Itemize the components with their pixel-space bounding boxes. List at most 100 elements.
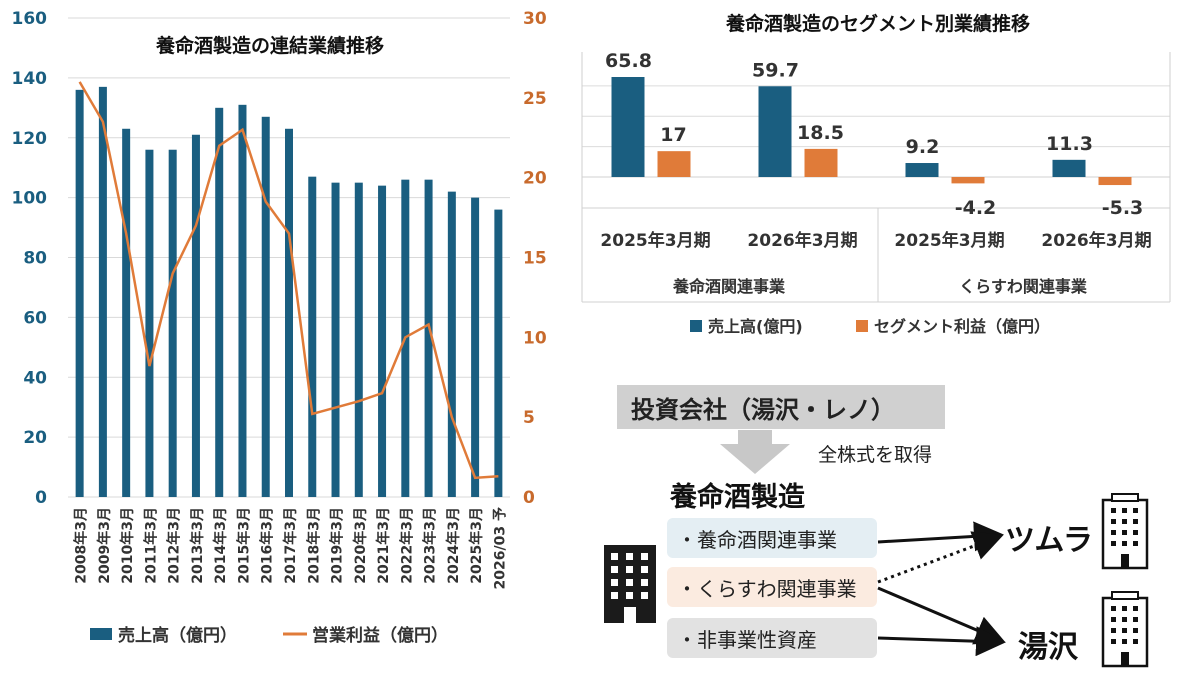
sales-bar (75, 89, 84, 497)
company-title: 養命酒製造 (670, 482, 805, 513)
sales-bar (285, 128, 293, 498)
sales-bar (168, 149, 177, 497)
x-tick-label: 2008年3月 (73, 507, 90, 584)
x-tick-label: 2013年3月 (189, 507, 206, 584)
x-tick-label: 2026/03 予 (492, 507, 508, 589)
sales-bar (331, 182, 340, 497)
sales-bar (191, 134, 200, 497)
consolidated-chart-title: 養命酒製造の連結業績推移 (155, 34, 384, 57)
segment-nonbusiness: ・非事業性資産 (667, 618, 877, 658)
x-tick-label: 2019年3月 (329, 507, 346, 584)
arrow-yomeishu-tsumura (877, 521, 1004, 552)
segment-sales-value: 9.2 (906, 136, 940, 158)
segment-sales-bar (905, 163, 939, 177)
segment-profit-bar (951, 177, 985, 184)
segment-nonbusiness-label: ・非事業性資産 (677, 627, 817, 652)
x-tick-label: 2016年3月 (259, 507, 276, 584)
segment-category-label: 2026年3月期 (1041, 230, 1151, 251)
sales-bar (424, 179, 433, 497)
sales-bar (471, 197, 480, 497)
segment-category-label: 2025年3月期 (600, 230, 710, 251)
y-left-tick: 160 (12, 9, 48, 29)
x-tick-label: 2015年3月 (235, 507, 252, 584)
segment-kurasuwa-label: ・くらすわ関連事業 (677, 576, 857, 601)
sales-bar (122, 128, 131, 498)
legend-sales-swatch (90, 628, 112, 640)
x-tick-label: 2021年3月 (375, 507, 392, 584)
sales-bar (378, 185, 387, 497)
sales-bar (238, 104, 247, 497)
segment-profit-bar (804, 148, 838, 177)
segment-group-label: くらすわ関連事業 (959, 277, 1088, 296)
y-left-tick: 80 (23, 249, 47, 269)
sales-bar (308, 176, 317, 497)
y-left-tick: 0 (35, 488, 47, 508)
legend-segment-sales-label: 売上高(億円) (708, 317, 803, 336)
segment-kurasuwa: ・くらすわ関連事業 (667, 567, 877, 607)
down-arrow-icon (720, 430, 790, 474)
segment-profit-bar (1098, 177, 1132, 186)
segment-profit-value: -5.3 (1102, 197, 1144, 219)
x-tick-label: 2014年3月 (212, 507, 229, 584)
arrow-kurasuwa-yuzawa (877, 586, 1006, 645)
investor-box: 投資会社（湯沢・レノ） (617, 385, 945, 429)
segment-profit-value: 18.5 (797, 122, 844, 144)
y-left-tick: 140 (12, 69, 48, 89)
x-tick-label: 2023年3月 (422, 507, 439, 584)
sales-bar (145, 149, 154, 497)
consolidated-chart: 養命酒製造の連結業績推移 0 20 40 60 80 100 120 140 160 0 5 10 1… (12, 9, 547, 646)
segment-sales-value: 11.3 (1046, 133, 1093, 155)
segment-category-label: 2025年3月期 (894, 230, 1004, 251)
segment-yomeishu-label: ・養命酒関連事業 (677, 527, 837, 552)
y-right-tick: 5 (523, 408, 535, 428)
segment-category-label: 2026年3月期 (747, 230, 857, 251)
sales-bar (447, 191, 456, 497)
y-right-tick: 10 (523, 328, 547, 348)
x-tick-label: 2009年3月 (96, 507, 113, 584)
acquire-label: 全株式を取得 (818, 444, 933, 466)
segment-profit-bar (657, 151, 691, 177)
office-building-icon-2 (1101, 591, 1149, 668)
segment-sales-value: 65.8 (605, 50, 652, 72)
arrow-nonbusiness-yuzawa (877, 626, 1006, 657)
x-tick-label: 2017年3月 (282, 507, 299, 584)
buyer-tsumura: ツムラ (1005, 523, 1093, 558)
segment-chart: 養命酒製造のセグメント別業績推移 65.8 17 2025年3月期 59.7 18.5 20… (581, 12, 1171, 336)
sales-bar (261, 116, 270, 497)
y-left-tick: 20 (23, 428, 47, 448)
y-left-tick: 100 (12, 189, 48, 209)
sales-bar (494, 209, 503, 497)
office-building-icon (1101, 493, 1149, 570)
x-tick-label: 2018年3月 (305, 507, 322, 584)
legend-sales-label: 売上高（億円） (118, 625, 237, 646)
x-tick-label: 2025年3月 (468, 507, 485, 584)
y-right-tick: 20 (523, 169, 547, 189)
arrow-kurasuwa-tsumura (877, 531, 1004, 584)
segment-sales-bar (611, 77, 645, 177)
investor-label: 投資会社（湯沢・レノ） (631, 395, 895, 424)
legend-segment-profit-label: セグメント利益（億円） (874, 317, 1050, 336)
sales-bar (354, 182, 363, 497)
x-tick-label: 2024年3月 (445, 507, 462, 584)
y-right-tick: 30 (523, 9, 547, 29)
segment-yomeishu: ・養命酒関連事業 (667, 518, 877, 558)
y-left-tick: 40 (23, 368, 47, 388)
legend-segment-sales-swatch (690, 320, 702, 332)
segment-profit-value: 17 (660, 124, 686, 146)
segment-group-label: 養命酒関連事業 (672, 277, 786, 296)
y-right-tick: 15 (523, 249, 547, 269)
segment-profit-value: -4.2 (955, 197, 997, 219)
x-tick-label: 2012年3月 (166, 507, 183, 584)
x-tick-label: 2011年3月 (142, 507, 159, 584)
y-left-tick: 60 (23, 308, 47, 328)
building-icon (604, 545, 656, 623)
y-left-tick: 120 (12, 129, 48, 149)
sales-bar (98, 86, 107, 497)
sales-bar (215, 107, 224, 497)
buyer-yuzawa: 湯沢 (1018, 630, 1078, 665)
x-tick-label: 2010年3月 (119, 507, 136, 584)
legend-profit-label: 営業利益（億円） (312, 625, 448, 646)
legend-segment-profit-swatch (856, 320, 868, 332)
segment-chart-title: 養命酒製造のセグメント別業績推移 (725, 12, 1030, 35)
